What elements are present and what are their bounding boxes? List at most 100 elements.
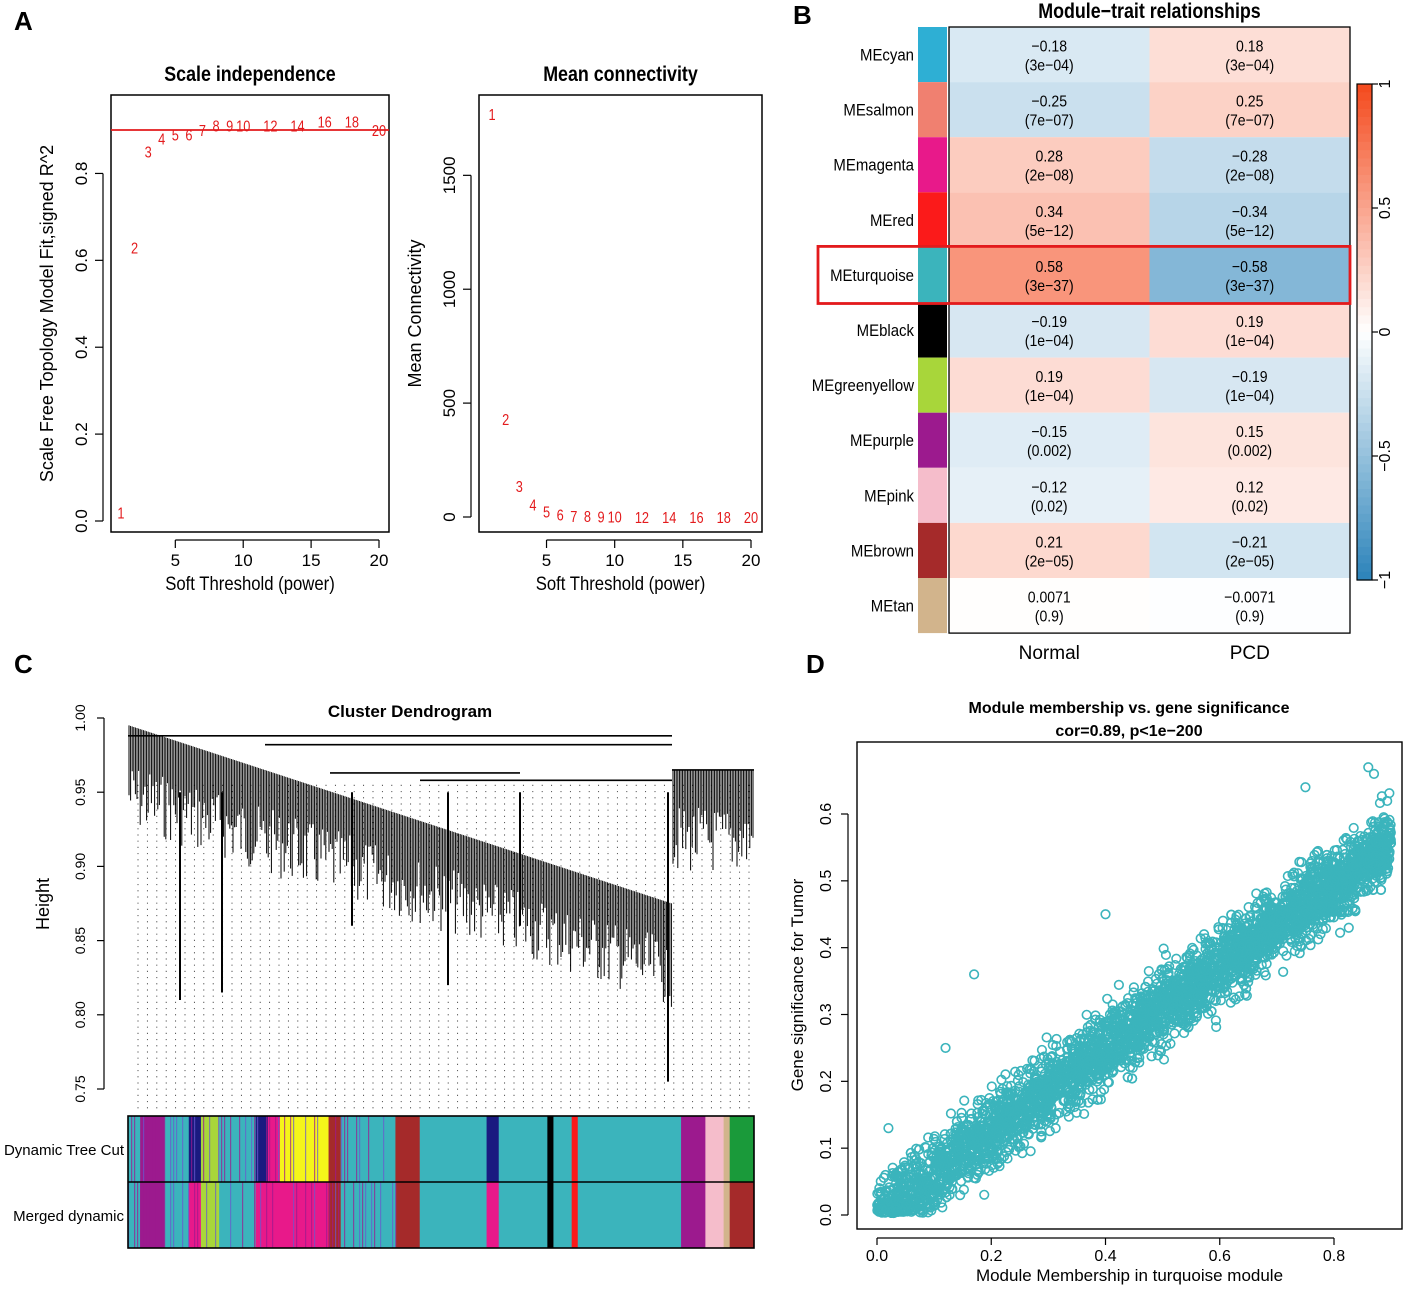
- data-point: [1107, 1005, 1118, 1016]
- cell-pvalue: (1e−04): [1025, 332, 1074, 350]
- cell-pvalue: (0.02): [1031, 498, 1068, 516]
- data-point: [996, 1074, 1007, 1085]
- colorbar-segment: [1357, 125, 1372, 135]
- data-point: [1309, 860, 1320, 871]
- colorbar-segment: [1357, 315, 1372, 325]
- heatmap-cell: [949, 27, 1150, 83]
- y-axis-label: Gene significance for Tumor: [788, 878, 807, 1091]
- data-point: [1381, 843, 1392, 855]
- data-point: [904, 1179, 916, 1191]
- module-color-stripe: [176, 1116, 178, 1182]
- data-point: [915, 1203, 926, 1215]
- data-point: [1211, 1021, 1222, 1033]
- data-point: [1103, 1043, 1114, 1054]
- cell-pvalue: (2e−05): [1025, 553, 1074, 571]
- module-color-stripe: [278, 1116, 280, 1182]
- module-color-segment: [577, 1116, 682, 1182]
- module-color-segment: [395, 1182, 421, 1248]
- data-point: [1143, 976, 1154, 987]
- data-point: [1347, 903, 1358, 914]
- data-point: [988, 1145, 999, 1156]
- data-point: [1219, 987, 1231, 999]
- module-color-segment: [681, 1182, 706, 1248]
- module-color-swatch: [918, 192, 947, 248]
- colorbar-segment: [1357, 108, 1372, 118]
- data-point: [1071, 1033, 1082, 1044]
- module-color-stripe: [254, 1116, 256, 1182]
- y-tick-label: 0.3: [818, 1003, 835, 1025]
- heatmap-cell: [949, 247, 1150, 303]
- data-point: [1264, 904, 1276, 915]
- y-tick-label: 0.2: [818, 1070, 835, 1092]
- data-point: [1231, 920, 1242, 931]
- data-point: [1260, 970, 1271, 981]
- data-point: [964, 1146, 975, 1158]
- data-point: [958, 1124, 970, 1135]
- data-point: [1261, 930, 1272, 941]
- data-point: [1186, 981, 1197, 993]
- data-point: [1330, 898, 1342, 909]
- data-point: [1236, 976, 1247, 987]
- data-point: [1244, 911, 1255, 923]
- module-row-label: MEsalmon: [843, 102, 914, 120]
- data-point: [1155, 1010, 1167, 1021]
- module-color-segment: [219, 1116, 257, 1182]
- heatmap-cell: [949, 578, 1150, 634]
- x-tick-label: 15: [302, 551, 321, 570]
- heatmap-cell: [1149, 467, 1350, 523]
- module-row-label: MEmagenta: [833, 157, 914, 175]
- data-point: [1100, 909, 1111, 920]
- cell-correlation: 0.18: [1236, 38, 1263, 56]
- colorbar-segment: [1357, 117, 1372, 126]
- data-point: [905, 1147, 916, 1159]
- module-color-segment: [255, 1182, 329, 1248]
- cell-pvalue: (0.9): [1035, 608, 1064, 626]
- module-color-segment: [279, 1116, 329, 1182]
- power-point-label: 14: [662, 510, 676, 528]
- cell-pvalue: (3e−37): [1025, 277, 1074, 295]
- data-point: [1234, 941, 1245, 953]
- y-tick-label: 0: [440, 512, 459, 521]
- data-point: [1122, 1025, 1133, 1036]
- data-point: [1191, 965, 1202, 976]
- module-color-stripe: [362, 1182, 364, 1248]
- data-point: [1034, 1107, 1045, 1118]
- data-point: [986, 1081, 997, 1092]
- colorbar-segment: [1357, 257, 1372, 267]
- power-point-label: 4: [529, 497, 536, 515]
- data-point: [1126, 1033, 1137, 1044]
- colorbar-tick-label: −0.5: [1377, 440, 1394, 472]
- chart-title: Scale independence: [164, 63, 336, 87]
- data-point: [1063, 1111, 1074, 1122]
- data-point: [1303, 872, 1314, 883]
- module-color-stripe: [170, 1182, 172, 1248]
- data-point: [1128, 982, 1140, 993]
- data-point: [1076, 1097, 1087, 1108]
- module-color-segment: [255, 1116, 269, 1182]
- panel-label-b: B: [793, 0, 812, 30]
- y-tick-label: 0.0: [818, 1204, 835, 1226]
- data-point: [1051, 1033, 1062, 1045]
- data-point: [1170, 985, 1182, 996]
- data-point: [1153, 969, 1165, 980]
- module-color-stripe: [182, 1182, 184, 1248]
- data-point: [952, 1134, 963, 1145]
- module-color-stripe: [314, 1182, 316, 1248]
- cluster-dendrogram: Cluster Dendrogram 0.75 0.80 0.85 0.90 0.95 1.…: [4, 702, 755, 1249]
- x-axis-label: Module Membership in turquoise module: [976, 1266, 1283, 1285]
- colorbar-segment: [1357, 381, 1372, 391]
- module-color-stripe: [251, 1116, 253, 1182]
- data-point: [1063, 1087, 1074, 1098]
- power-point-label: 10: [236, 118, 250, 136]
- module-color-swatch: [918, 302, 947, 358]
- cell-correlation: 0.21: [1036, 534, 1063, 552]
- data-point: [1195, 933, 1206, 944]
- data-point: [1171, 953, 1182, 964]
- colorbar-segment: [1357, 571, 1372, 581]
- module-color-swatch: [918, 247, 947, 303]
- module-color-segment: [498, 1182, 548, 1248]
- module-color-segment: [571, 1116, 579, 1182]
- module-color-stripe: [266, 1116, 268, 1182]
- module-color-stripe: [359, 1182, 361, 1248]
- data-point: [956, 1107, 967, 1118]
